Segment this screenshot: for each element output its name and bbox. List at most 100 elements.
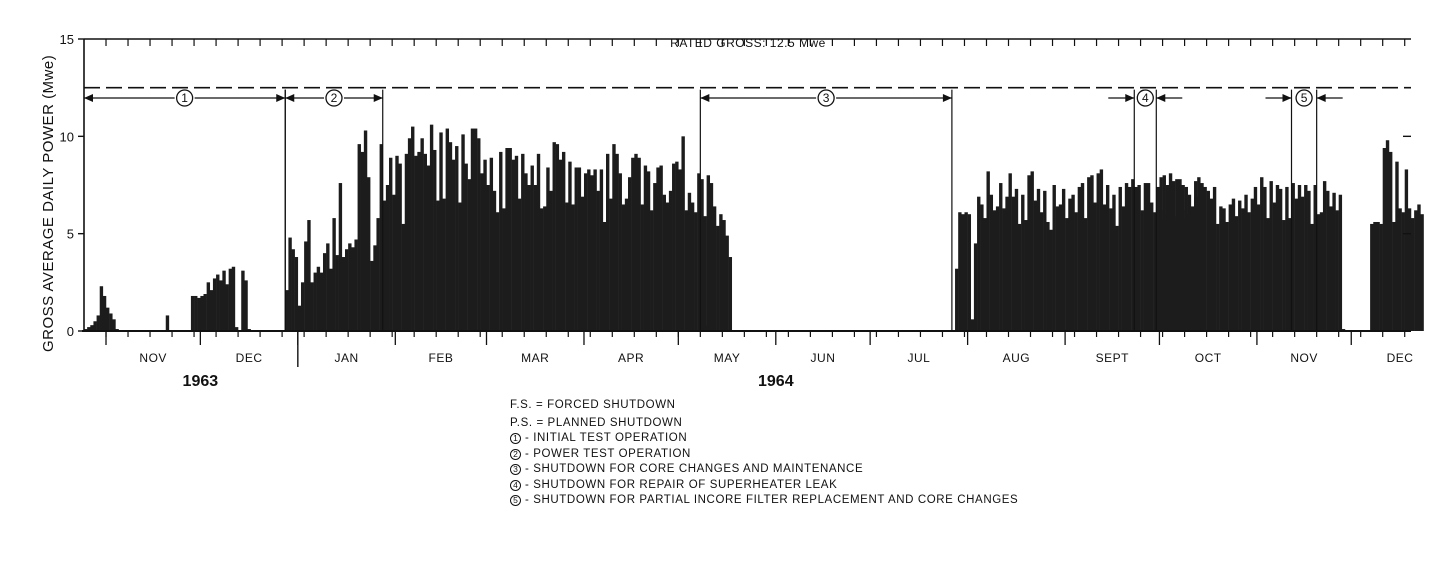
circled-number-icon: 5 — [510, 495, 521, 507]
daily-power-bar — [354, 239, 358, 331]
daily-power-bar — [477, 138, 481, 331]
arrowhead-icon — [285, 94, 295, 102]
daily-power-bar — [1046, 221, 1050, 331]
daily-power-bar — [999, 183, 1003, 331]
daily-power-bar — [404, 153, 409, 331]
daily-power-bar — [706, 175, 711, 331]
daily-power-bar — [1379, 223, 1383, 331]
month-label: DEC — [236, 351, 263, 365]
daily-power-bar — [489, 157, 494, 331]
daily-power-bar — [690, 202, 695, 331]
period-number: 3 — [823, 91, 830, 105]
daily-power-bar — [1395, 161, 1399, 331]
daily-power-bar — [583, 173, 588, 331]
month-label: DEC — [1387, 351, 1414, 365]
daily-power-bar — [1319, 212, 1324, 331]
daily-power-bar — [357, 144, 361, 331]
daily-power-bar — [382, 200, 387, 331]
period-number: 5 — [1301, 91, 1308, 105]
daily-power-bar — [1322, 181, 1327, 331]
daily-power-bar — [93, 321, 97, 331]
daily-power-bar — [609, 198, 613, 331]
daily-power-bar — [1203, 186, 1207, 331]
daily-power-bar — [1338, 194, 1343, 331]
bars-group — [84, 124, 1424, 332]
daily-power-bar — [288, 237, 292, 331]
daily-power-bar — [530, 165, 534, 331]
y-axis-title: GROSS AVERAGE DAILY POWER (Mwe) — [40, 55, 57, 352]
arrowhead-icon — [1316, 94, 1326, 102]
daily-power-bar — [1068, 198, 1072, 331]
daily-power-bar — [385, 185, 390, 331]
period-number: 4 — [1142, 91, 1149, 105]
daily-power-bar — [561, 151, 566, 331]
daily-power-bar — [565, 202, 569, 331]
daily-power-bar — [1121, 206, 1126, 331]
daily-power-bar — [1326, 190, 1330, 331]
daily-power-bar — [379, 144, 383, 331]
daily-power-bar — [1143, 183, 1148, 331]
daily-power-bar — [672, 163, 676, 331]
daily-power-bar — [502, 208, 506, 331]
daily-power-bar — [467, 179, 472, 331]
month-label: AUG — [1003, 351, 1031, 365]
daily-power-bar — [973, 243, 978, 331]
y-tick-label: 0 — [67, 324, 74, 339]
daily-power-bar — [1234, 216, 1239, 331]
daily-power-bar — [1030, 171, 1034, 331]
daily-power-bar — [451, 159, 456, 331]
daily-power-bar — [1209, 198, 1214, 331]
daily-power-bar — [628, 177, 632, 331]
y-tick-label: 5 — [67, 227, 74, 242]
daily-power-bar — [1231, 198, 1236, 331]
month-label: OCT — [1195, 351, 1222, 365]
daily-power-bar — [1225, 221, 1229, 331]
daily-power-bar — [1376, 221, 1380, 331]
daily-power-bar — [521, 153, 525, 331]
daily-power-bar — [209, 290, 214, 331]
daily-power-bar — [596, 190, 600, 331]
daily-power-bar — [1206, 190, 1210, 331]
year-label: 1963 — [183, 373, 219, 390]
daily-power-bar — [555, 144, 560, 331]
daily-power-bar — [1316, 214, 1321, 331]
daily-power-bar — [1137, 185, 1141, 331]
daily-power-bar — [370, 260, 374, 331]
month-label: MAY — [714, 351, 741, 365]
daily-power-bar — [995, 206, 1000, 331]
daily-power-bar — [429, 124, 434, 332]
daily-power-bar — [665, 202, 670, 331]
daily-power-bar — [1077, 186, 1082, 331]
daily-power-bar — [448, 142, 453, 331]
daily-power-bar — [1307, 190, 1311, 331]
daily-power-bar — [1407, 208, 1412, 331]
daily-power-bar — [411, 126, 415, 331]
month-label: MAR — [521, 351, 549, 365]
daily-power-bar — [1124, 183, 1129, 331]
daily-power-bar — [659, 165, 663, 331]
daily-power-bar — [1131, 179, 1135, 331]
daily-power-bar — [1288, 218, 1292, 331]
daily-power-bar — [1297, 185, 1302, 331]
daily-power-bar — [643, 165, 648, 331]
daily-power-bar — [580, 196, 585, 331]
daily-power-bar — [725, 235, 729, 331]
daily-power-bar — [345, 249, 349, 331]
daily-power-bar — [1058, 204, 1063, 331]
daily-power-bar — [1083, 218, 1088, 331]
daily-power-bar — [297, 305, 302, 331]
daily-power-bar — [1241, 208, 1245, 331]
daily-power-bar — [87, 327, 91, 331]
daily-power-bar — [106, 307, 110, 331]
daily-power-bar — [1222, 208, 1226, 331]
daily-power-bar — [1043, 190, 1047, 331]
daily-power-bar — [495, 212, 500, 331]
daily-power-bar — [728, 257, 733, 331]
arrowhead-icon — [84, 94, 93, 102]
legend-ps: P.S. = PLANNED SHUTDOWN — [510, 416, 683, 429]
daily-power-bar — [1159, 210, 1163, 331]
daily-power-bar — [492, 190, 497, 331]
daily-power-bar — [291, 249, 295, 331]
daily-power-bar — [1021, 194, 1025, 331]
daily-power-bar — [712, 206, 717, 331]
